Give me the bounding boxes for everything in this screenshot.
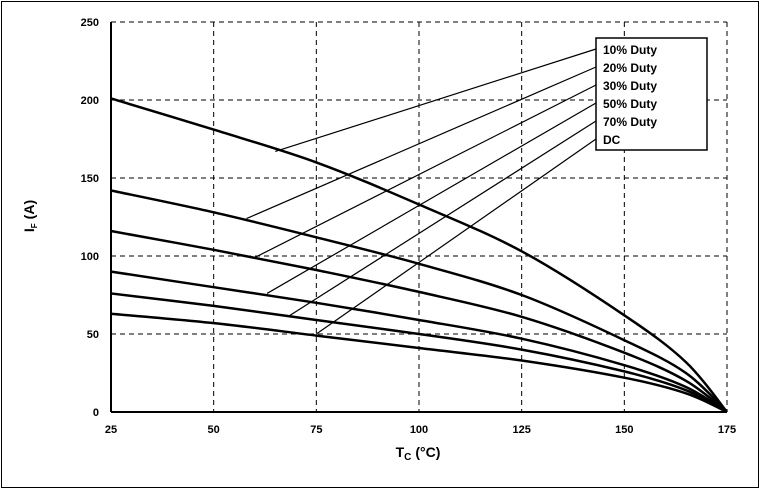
legend-pointer-line [266,102,597,294]
x-tick-label: 100 [410,424,428,436]
x-tick-label: 125 [512,424,530,436]
legend-pointer-line [275,48,597,153]
legend-pointer-line [254,84,597,259]
y-tick-label: 0 [93,407,99,419]
legend-pointer-line [315,138,597,335]
legend-pointer-line [246,66,597,220]
legend-pointer-layer [246,48,597,335]
x-tick-label: 50 [208,424,220,436]
series-line-70-duty [110,292,728,414]
grid-lines [111,21,728,412]
y-tick-label: 100 [81,251,99,263]
legend-label: 70% Duty [603,115,657,129]
x-tick-label: 175 [718,424,736,436]
x-tick-label: 150 [615,424,633,436]
legend-label: 50% Duty [603,97,657,111]
x-axis-title: TC (°C) [396,444,441,463]
series-line-50-duty [110,270,728,414]
y-tick-label: 150 [81,173,99,185]
tick-labels: 25 50 75 100 125 150 175 0 50 100 150 200 250 [81,17,737,436]
plot-area [110,22,727,413]
y-tick-label: 200 [81,95,99,107]
series-line-20-duty [110,189,728,413]
y-tick-label: 250 [81,17,99,29]
legend-pointer-line [287,120,597,318]
series-line-dc [110,312,728,414]
y-tick-label: 50 [87,329,99,341]
legend-label: 10% Duty [603,43,657,57]
x-tick-label: 75 [310,424,322,436]
legend-label: 20% Duty [603,61,657,75]
legend: 10% Duty 20% Duty 30% Duty 50% Duty 70% Duty… [595,37,708,151]
legend-box [595,37,708,151]
x-tick-label: 25 [105,424,117,436]
series-line-10-duty [110,97,728,413]
legend-label: DC [603,133,621,147]
series-layer [110,97,728,414]
legend-label: 30% Duty [603,79,657,93]
y-axis-title: IF(A) [21,200,39,232]
series-line-30-duty [110,229,728,413]
